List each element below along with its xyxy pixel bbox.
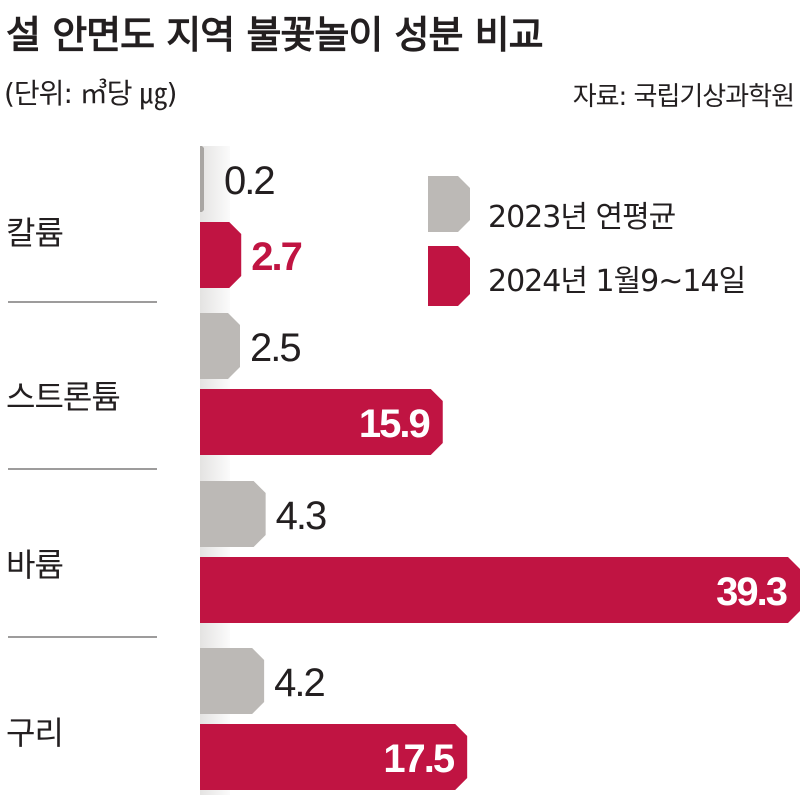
category-label: 바륨 — [6, 546, 64, 584]
bar-2023 — [200, 313, 240, 379]
separator — [8, 301, 157, 303]
bar-2023 — [200, 481, 266, 547]
separator — [8, 468, 157, 470]
value-label: 4.3 — [276, 494, 326, 538]
category-label: 스트론튬 — [6, 378, 121, 416]
chart-title: 설 안면도 지역 불꽃놀이 성분 비교 — [6, 13, 544, 57]
bar-2024 — [200, 222, 242, 288]
value-label: 39.3 — [716, 570, 787, 614]
separator — [8, 636, 157, 638]
value-label: 17.5 — [383, 737, 455, 781]
unit-label: (단위: ㎥당 ㎍) — [4, 77, 177, 110]
source-label: 자료: 국립기상과학원 — [572, 82, 795, 112]
value-label: 0.2 — [224, 159, 274, 203]
bar-2024 — [200, 557, 800, 623]
bar-2023 — [200, 648, 265, 714]
legend-label-2023: 2023년 연평균 — [488, 200, 676, 235]
bar-2024 — [200, 724, 468, 790]
category-label: 칼륨 — [6, 214, 64, 252]
value-label: 15.9 — [359, 402, 430, 446]
legend-swatch-2024 — [428, 246, 470, 306]
value-label: 4.2 — [274, 661, 324, 705]
legend-label-2024: 2024년 1월9~14일 — [488, 264, 746, 299]
category-label: 구리 — [6, 714, 64, 752]
bar-2024 — [200, 389, 443, 455]
bar-2023 — [200, 146, 204, 212]
value-label: 2.5 — [250, 326, 300, 370]
legend-swatch-2023 — [428, 176, 470, 232]
value-label: 2.7 — [251, 235, 301, 279]
